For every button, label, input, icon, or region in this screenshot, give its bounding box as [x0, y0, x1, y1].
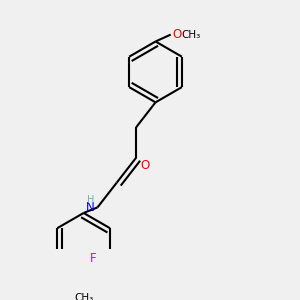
Text: O: O: [140, 160, 150, 172]
Text: H: H: [87, 195, 95, 205]
Text: N: N: [86, 201, 95, 214]
Text: O: O: [172, 28, 182, 41]
Text: CH₃: CH₃: [74, 293, 93, 300]
Text: CH₃: CH₃: [181, 30, 200, 40]
Text: F: F: [89, 252, 96, 265]
